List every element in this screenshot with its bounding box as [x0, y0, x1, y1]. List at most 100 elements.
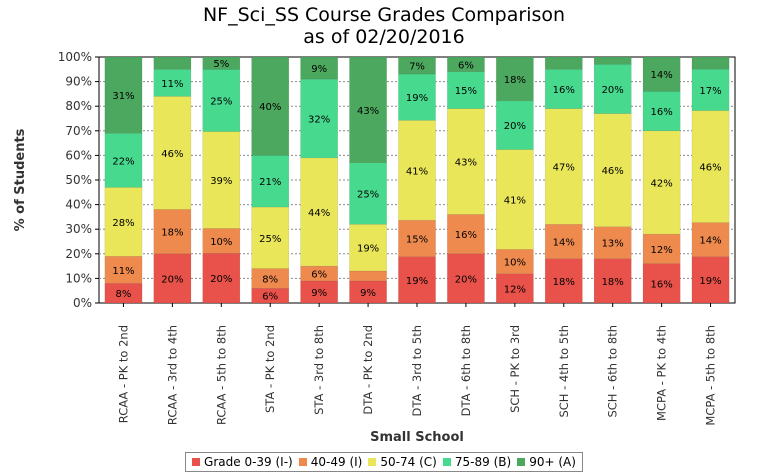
x-tick-label: SCH - PK to 3rd [508, 325, 522, 413]
legend-label: 90+ (A) [529, 455, 576, 469]
data-label: 8% [116, 289, 132, 300]
x-tick-label: STA - PK to 2nd [263, 325, 277, 413]
bar-segment [642, 56, 681, 92]
data-label: 11% [161, 79, 183, 90]
bar-segment [544, 108, 583, 225]
data-label: 16% [553, 85, 575, 96]
legend: Grade 0-39 (I-) 40-49 (I) 50-74 (C) 75-89 (… [185, 452, 583, 472]
data-label: 41% [406, 166, 428, 177]
data-label: 25% [259, 234, 281, 245]
x-tick-label: SCH - 4th to 5th [557, 325, 571, 418]
legend-item: 40-49 (I) [298, 455, 363, 469]
data-label: 14% [650, 70, 672, 81]
y-tick-label: 0% [73, 296, 92, 310]
bar-segment [447, 56, 485, 73]
x-tick-label: MCPA - PK to 4th [655, 325, 669, 421]
bar-segment [349, 162, 387, 225]
bar-segment [202, 56, 241, 70]
data-label: 43% [357, 106, 379, 117]
data-label: 25% [210, 96, 232, 107]
data-label: 46% [161, 149, 183, 160]
data-label: 20% [455, 274, 477, 285]
bar-segment [251, 206, 290, 269]
data-label: 39% [210, 176, 232, 187]
bar-segment [496, 273, 534, 304]
data-label: 18% [161, 228, 183, 239]
bar-segment [398, 73, 436, 121]
data-label: 32% [308, 115, 330, 126]
x-tick-label: SCH - 6th to 8th [606, 325, 620, 418]
data-label: 20% [161, 274, 183, 285]
x-axis-ticks: RCAA - PK to 2nd RCAA - 3rd to 4th RCAA - … [116, 303, 718, 426]
bar-segment [496, 100, 534, 150]
bar-segment [300, 157, 338, 267]
bar-segment [593, 258, 632, 304]
legend-label: 40-49 (I) [310, 455, 363, 469]
bar-segment [104, 56, 143, 134]
data-label: 5% [213, 59, 229, 70]
y-tick-label: 30% [65, 222, 92, 236]
data-label: 16% [650, 107, 672, 118]
data-label: 9% [311, 288, 327, 299]
data-label: 16% [455, 230, 477, 241]
data-label: 44% [308, 208, 330, 219]
legend-swatch [298, 458, 307, 466]
y-tick-label: 20% [65, 247, 92, 261]
data-label: 22% [112, 156, 134, 167]
y-tick-label: 60% [65, 148, 92, 162]
bar-segment [691, 68, 730, 111]
bar-segment [251, 155, 290, 208]
bar-segment [593, 113, 632, 227]
bar-segment [104, 256, 143, 284]
bar-segment [544, 224, 583, 259]
x-tick-label: RCAA - 3rd to 4th [165, 325, 179, 425]
data-label: 14% [699, 236, 721, 247]
data-label: 11% [112, 266, 134, 277]
data-label: 19% [699, 276, 721, 287]
bar-segment [349, 56, 387, 164]
x-tick-label: DTA - 6th to 8th [459, 325, 473, 416]
data-label: 6% [311, 269, 327, 280]
data-label: 10% [504, 258, 526, 269]
legend-swatch [368, 458, 377, 466]
data-label: 15% [455, 86, 477, 97]
data-label: 7% [409, 62, 425, 73]
bar-segment [691, 110, 730, 223]
bar-segment [153, 96, 192, 210]
x-axis-label: Small School [370, 430, 464, 445]
bar-segment [300, 78, 338, 159]
bar-segment [544, 56, 583, 70]
bar-segment [349, 270, 387, 282]
bar-segment [642, 91, 681, 132]
bar-segment [202, 131, 241, 229]
y-tick-label: 100% [58, 50, 92, 64]
bar-segment [251, 56, 290, 156]
data-label: 13% [602, 239, 624, 250]
bar-segment [153, 56, 192, 70]
x-tick-label: DTA - PK to 2nd [361, 325, 375, 415]
bar-segment [104, 133, 143, 188]
y-tick-label: 70% [65, 124, 92, 138]
data-label: 17% [699, 86, 721, 97]
data-label: 43% [455, 158, 477, 169]
legend-item: Grade 0-39 (I-) [192, 455, 293, 469]
data-label: 40% [259, 102, 281, 113]
bar-segment [202, 228, 241, 254]
y-tick-label: 10% [65, 271, 92, 285]
legend-item: 75-89 (B) [442, 455, 512, 469]
y-axis-label: % of Students [13, 128, 28, 231]
bar-segment [398, 56, 436, 75]
bar-segment [691, 56, 730, 70]
bar-segment [300, 56, 338, 80]
data-label: 20% [504, 121, 526, 132]
data-label: 25% [357, 190, 379, 201]
bar-segment [202, 253, 241, 304]
y-tick-label: 40% [65, 198, 92, 212]
data-label: 6% [458, 60, 474, 71]
bar-segment [496, 56, 534, 102]
data-label: 14% [553, 238, 575, 249]
x-tick-label: RCAA - 5th to 8th [214, 325, 228, 425]
data-label: 9% [311, 64, 327, 75]
data-label: 18% [553, 277, 575, 288]
legend-label: 75-89 (B) [454, 455, 512, 469]
